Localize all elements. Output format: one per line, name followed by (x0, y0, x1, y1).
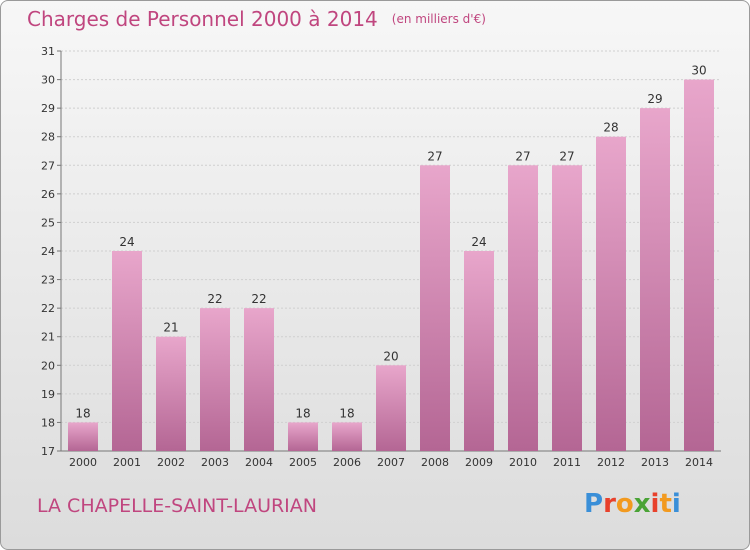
x-tick-label: 2014 (685, 456, 713, 469)
y-tick-label: 21 (41, 331, 55, 344)
data-label: 27 (559, 149, 574, 163)
y-tick-label: 27 (41, 159, 55, 172)
y-tick-label: 22 (41, 302, 55, 315)
data-label: 24 (119, 235, 134, 249)
x-tick-label: 2000 (69, 456, 97, 469)
proxiti-logo: Proxiti (584, 489, 681, 519)
data-label: 18 (75, 406, 90, 420)
bar (684, 79, 714, 452)
logo-letter: i (650, 489, 660, 519)
y-tick-label: 26 (41, 188, 55, 201)
y-tick-label: 23 (41, 274, 55, 287)
data-label: 18 (339, 406, 354, 420)
chart-title-block: Charges de Personnel 2000 à 2014 (en mill… (27, 7, 486, 31)
y-axis-ticks: 17 18 19 20 21 22 23 24 25 26 27 28 29 30 31 (41, 45, 61, 458)
y-tick-label: 24 (41, 245, 55, 258)
x-tick-label: 2007 (377, 456, 405, 469)
x-tick-label: 2010 (509, 456, 537, 469)
bar (640, 108, 670, 452)
data-label: 22 (251, 292, 266, 306)
y-tick-label: 17 (41, 445, 55, 458)
x-tick-label: 2011 (553, 456, 581, 469)
y-tick-label: 31 (41, 45, 55, 58)
bar (552, 165, 582, 452)
logo-letter: i (671, 489, 681, 519)
bar (508, 165, 538, 452)
bar (420, 165, 450, 452)
logo-letter: x (633, 489, 651, 519)
bar (68, 422, 98, 451)
bar (200, 308, 230, 451)
y-tick-label: 30 (41, 74, 55, 87)
x-tick-label: 2003 (201, 456, 229, 469)
x-tick-label: 2004 (245, 456, 273, 469)
y-tick-label: 25 (41, 216, 55, 229)
y-tick-label: 29 (41, 102, 55, 115)
x-tick-label: 2013 (641, 456, 669, 469)
data-label: 22 (207, 292, 222, 306)
y-tick-label: 20 (41, 359, 55, 372)
data-labels: 18 24 21 22 22 18 18 20 27 24 27 27 28 29 30 (75, 64, 706, 421)
y-tick-label: 19 (41, 388, 55, 401)
bar (464, 251, 494, 451)
x-tick-label: 2006 (333, 456, 361, 469)
bar (288, 422, 318, 451)
data-label: 21 (163, 321, 178, 335)
x-tick-label: 2002 (157, 456, 185, 469)
x-tick-label: 2008 (421, 456, 449, 469)
logo-letter: r (603, 489, 616, 519)
bar (244, 308, 274, 451)
logo-letter: t (659, 489, 672, 519)
x-axis-ticks: 2000 2001 2002 2003 2004 2005 2006 2007 2008 2009… (69, 456, 713, 469)
bar (596, 136, 626, 451)
logo-letter: P (584, 489, 604, 519)
y-tick-label: 28 (41, 131, 55, 144)
chart-title: Charges de Personnel 2000 à 2014 (27, 7, 378, 31)
bar (156, 336, 186, 451)
y-tick-label: 18 (41, 416, 55, 429)
x-tick-label: 2012 (597, 456, 625, 469)
data-label: 28 (603, 121, 618, 135)
x-tick-label: 2009 (465, 456, 493, 469)
commune-name: LA CHAPELLE-SAINT-LAURIAN (37, 495, 317, 517)
data-label: 20 (383, 349, 398, 363)
bar (332, 422, 362, 451)
x-tick-label: 2005 (289, 456, 317, 469)
bar (112, 251, 142, 451)
chart-unit: (en milliers d'€) (391, 12, 486, 26)
data-label: 29 (647, 92, 662, 106)
data-label: 24 (471, 235, 486, 249)
data-label: 18 (295, 406, 310, 420)
bars (68, 79, 714, 452)
x-tick-label: 2001 (113, 456, 141, 469)
data-label: 27 (427, 149, 442, 163)
bar (376, 365, 406, 451)
data-label: 30 (691, 64, 706, 78)
logo-letter: o (615, 489, 634, 519)
data-label: 27 (515, 149, 530, 163)
